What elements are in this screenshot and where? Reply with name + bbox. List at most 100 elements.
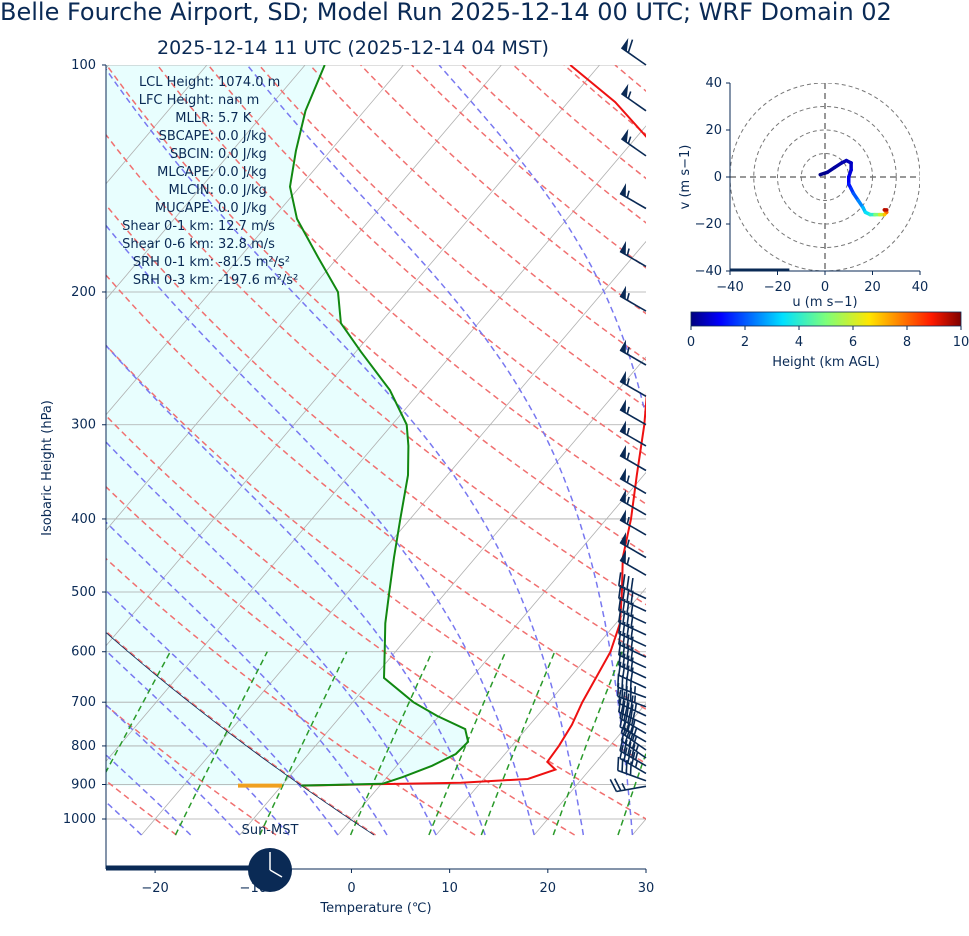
mixing-ratio-line [259, 651, 348, 836]
chart-title: Belle Fourche Airport, SD; Model Run 202… [0, 0, 892, 26]
hodograph-x-label: u (m s−1) [792, 295, 857, 310]
mixing-ratio-line [106, 651, 171, 774]
colorbar-tick-label: 0 [687, 335, 695, 350]
stat-label: Shear 0-6 km: [122, 237, 214, 252]
mixing-ratio-line [428, 651, 507, 836]
wind-barb [609, 778, 647, 793]
wind-barb [619, 489, 647, 516]
moist-adiabat [438, 65, 646, 420]
mixing-ratio-line [480, 651, 556, 836]
hodograph-x-tick-label: −40 [716, 280, 743, 295]
stat-label: MLCAPE: [157, 165, 214, 180]
dry-adiabat [0, 65, 77, 835]
x-tick-label: 0 [347, 881, 355, 896]
wind-barbs [609, 37, 647, 793]
x-tick-label: 20 [540, 881, 557, 896]
hodograph-y-tick-label: 40 [705, 76, 722, 91]
parcel-path [106, 631, 375, 836]
colorbar-tick-label: 6 [849, 335, 857, 350]
y-tick-label: 1000 [63, 812, 96, 827]
wind-barb [620, 37, 647, 66]
y-tick-label: 200 [71, 285, 96, 300]
wind-barb [619, 532, 647, 559]
stat-label: SRH 0-1 km: [133, 255, 214, 270]
height-colorbar: 0 2 4 6 8 10 [687, 311, 969, 350]
isotherm-line [0, 65, 11, 835]
wind-barb [619, 370, 647, 397]
wind-barb [620, 128, 647, 157]
dry-adiabat [106, 133, 646, 606]
sun-label: Sun-MST [242, 823, 299, 838]
stat-label: SBCAPE: [159, 129, 214, 144]
wind-barb [618, 661, 647, 689]
hodograph-y-tick-label: −20 [695, 217, 722, 232]
y-tick-label: 600 [71, 645, 96, 660]
moist-adiabat [106, 521, 388, 836]
y-tick-label: 100 [71, 58, 96, 73]
stat-value: 0.0 J/kg [218, 147, 267, 162]
wind-barb [618, 641, 647, 669]
isotherm-line [435, 587, 646, 836]
isotherm-line [106, 65, 306, 300]
isotherm-line [106, 65, 502, 531]
dry-adiabat [106, 704, 277, 836]
colorbar-gradient [690, 311, 962, 327]
hodograph-x-tick-label: 20 [864, 280, 881, 295]
colorbar-label: Height (km AGL) [772, 355, 880, 370]
moist-adiabat [661, 65, 739, 835]
mixing-ratio-line [665, 652, 726, 835]
y-tick-label: 400 [71, 512, 96, 527]
isotherm-line [106, 65, 600, 647]
isotherm-line [141, 240, 646, 836]
moist-adiabat [106, 440, 437, 836]
x-axis-label: Temperature (℃) [319, 901, 431, 916]
wind-barb [619, 420, 647, 447]
y-tick-label: 300 [71, 418, 96, 433]
moist-adiabat [106, 649, 290, 836]
dry-adiabat [258, 65, 646, 409]
stat-value: 0.0 J/kg [218, 183, 267, 198]
wind-barb [618, 651, 647, 679]
wind-barb [619, 399, 647, 426]
dry-adiabat [717, 65, 969, 835]
isotherm-line [533, 702, 646, 836]
wind-barb [618, 572, 647, 600]
stat-value: -81.5 m²/s² [218, 255, 290, 270]
isotherm-line [106, 125, 646, 762]
colorbar-tick-label: 8 [903, 335, 911, 350]
dry-air-shading [106, 65, 469, 786]
moist-adiabat [246, 65, 634, 836]
wind-barb [619, 549, 647, 576]
dry-adiabat [360, 65, 646, 315]
dry-adiabat [666, 65, 969, 835]
clock-icon [248, 848, 292, 892]
wind-barb [619, 183, 647, 210]
stat-value: -197.6 m²/s² [218, 273, 298, 288]
stat-value: 1074.0 m [218, 75, 280, 90]
stat-value: 0.0 J/kg [218, 165, 267, 180]
moist-adiabat [106, 703, 241, 836]
wind-barb [619, 339, 647, 366]
colorbar-tick-label: 2 [741, 335, 749, 350]
y-tick-label: 800 [71, 739, 96, 754]
colorbar-tick-label: 10 [953, 335, 969, 350]
stat-value: nan m [218, 93, 259, 108]
stat-label: LCL Height: [139, 75, 214, 90]
isotherm-line [337, 471, 646, 836]
chart-subtitle: 2025-12-14 11 UTC (2025-12-14 04 MST) [157, 37, 549, 59]
sounding-stats: LCL Height: 1074.0 m LFC Height: nan m MLLR:… [122, 75, 298, 288]
x-tick-label: −20 [141, 881, 168, 896]
hodograph-plot: −40−40 −20 −20 0 0 20 20 40 40 [695, 76, 929, 295]
dry-adiabat [106, 274, 646, 711]
moist-adiabat [106, 67, 585, 836]
hodograph-y-tick-label: 0 [714, 170, 722, 185]
wind-barb [619, 468, 647, 495]
y-axis-label: Isobaric Height (hPa) [40, 400, 55, 536]
dry-adiabat [106, 344, 646, 765]
stat-value: 0.0 J/kg [218, 201, 267, 216]
isotherm-line [106, 65, 404, 416]
temperature-line [302, 65, 646, 787]
mixing-ratio-line [552, 651, 623, 836]
stat-label: MLLR: [175, 111, 214, 126]
hodograph-x-tick-label: −20 [764, 280, 791, 295]
